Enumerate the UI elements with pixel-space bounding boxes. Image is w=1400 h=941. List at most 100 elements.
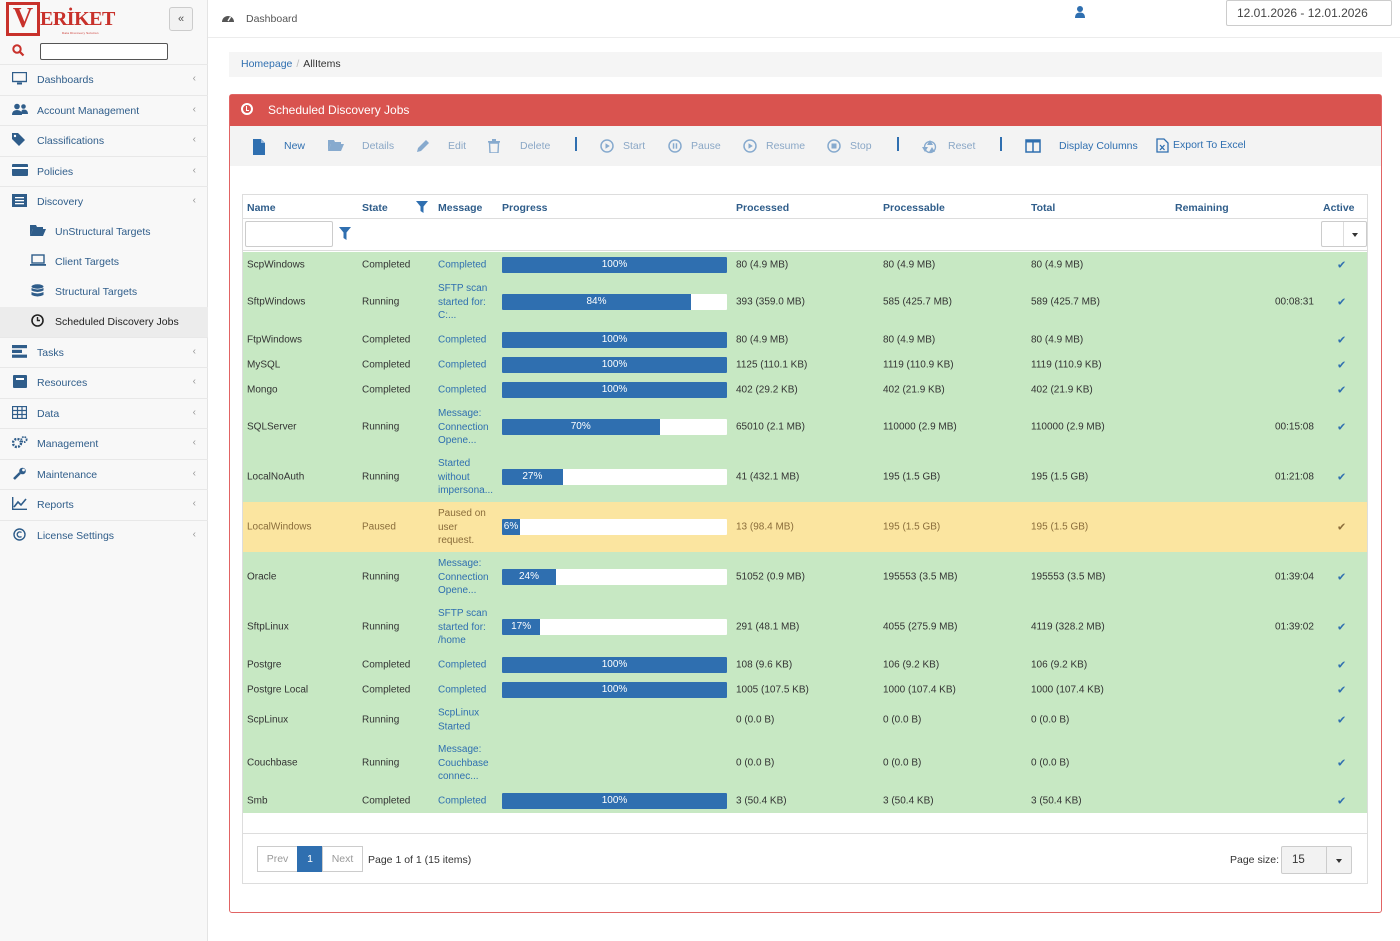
prev-page-button[interactable]: Prev (257, 846, 298, 872)
monitor-icon (11, 71, 28, 85)
sidebar-item-management[interactable]: Management ‹ (0, 428, 208, 459)
filter-icon[interactable] (339, 227, 351, 240)
active-filter-dropdown[interactable] (1321, 221, 1367, 247)
sidebar-item-label: Scheduled Discovery Jobs (55, 315, 179, 328)
cell-total: 0 (0.0 B) (1031, 714, 1070, 726)
tags-icon (12, 133, 27, 146)
sidebar-item-structural-targets[interactable]: Structural Targets (0, 277, 208, 307)
col-remaining[interactable]: Remaining (1175, 202, 1229, 214)
table-row[interactable]: SftpWindows Running 393 (359.0 MB) 585 (425… (243, 277, 1367, 327)
sidebar-search-input[interactable] (40, 43, 168, 60)
col-processable[interactable]: Processable (883, 202, 945, 214)
cell-message: Started without impersona... (438, 457, 500, 498)
cell-processable: 0 (0.0 B) (883, 714, 922, 726)
table-row[interactable]: SQLServer Running 65010 (2.1 MB) 110000 (2.… (243, 402, 1367, 452)
message-line: SFTP scan (438, 607, 488, 619)
cell-processed: 80 (4.9 MB) (736, 259, 789, 270)
cell-processable: 110000 (2.9 MB) (883, 421, 957, 433)
table-row[interactable]: Oracle Running 51052 (0.9 MB) 195553 (3.5 M… (243, 552, 1367, 602)
cell-state: Completed (362, 659, 411, 670)
next-page-button[interactable]: Next (322, 846, 363, 872)
tasks-icon (12, 344, 27, 358)
sidebar: V ERİKET Data Discovery Solution « Dashb… (0, 0, 208, 941)
col-processed[interactable]: Processed (736, 202, 790, 214)
clock-icon (30, 313, 45, 327)
cell-name: Smb (247, 795, 268, 806)
cell-total: 106 (9.2 KB) (1031, 659, 1088, 670)
cell-name: MySQL (247, 359, 281, 370)
col-active[interactable]: Active (1323, 202, 1355, 214)
table-row[interactable]: FtpWindows Completed 80 (4.9 MB) 80 (4.9 MB… (243, 327, 1367, 352)
progress-bar: 100% (502, 681, 727, 698)
progress-fill: 100% (502, 331, 727, 348)
recycle-icon (922, 139, 938, 154)
sidebar-item-unstructural-targets[interactable]: UnStructural Targets (0, 217, 208, 247)
progress-fill: 70% (502, 419, 660, 435)
sidebar-item-maintenance[interactable]: Maintenance ‹ (0, 458, 208, 490)
sidebar-item-dashboards[interactable]: Dashboards ‹ (0, 64, 208, 95)
table-row[interactable]: MySQL Completed 1125 (110.1 KB) 1119 (110.9… (243, 352, 1367, 377)
sidebar-item-reports[interactable]: Reports ‹ (0, 489, 208, 520)
date-range-picker[interactable]: 12.01.2026 - 12.01.2026 (1226, 0, 1392, 26)
cell-message: SFTP scan started for: C:... (438, 282, 500, 323)
cell-state: Completed (362, 334, 411, 345)
name-filter-input[interactable] (245, 221, 333, 247)
col-state[interactable]: State (362, 202, 388, 214)
table-row[interactable]: ScpLinux Running 0 (0.0 B) 0 (0.0 B) 0 (0.0 … (243, 702, 1367, 738)
table-row[interactable]: LocalNoAuth Running 41 (432.1 MB) 195 (1.5 … (243, 452, 1367, 502)
table-row[interactable]: Smb Completed 3 (50.4 KB) 3 (50.4 KB) 3 (50.… (243, 788, 1367, 813)
sidebar-item-discovery[interactable]: Discovery ‹ (0, 186, 208, 217)
caret-down-icon (1336, 859, 1342, 863)
progress-fill: 27% (502, 469, 563, 485)
sidebar-item-client-targets[interactable]: Client Targets (0, 247, 208, 277)
toolbar-separator (897, 137, 899, 151)
page-size-select[interactable]: 15 (1281, 846, 1352, 874)
check-icon: ✔ (1337, 684, 1347, 696)
chevron-left-icon: ‹ (192, 73, 196, 84)
table-row[interactable]: ScpWindows Completed 80 (4.9 MB) 80 (4.9 MB… (243, 252, 1367, 277)
col-progress[interactable]: Progress (502, 202, 548, 214)
sidebar-item-data[interactable]: Data ‹ (0, 397, 208, 429)
cell-name: Oracle (247, 571, 277, 583)
table-row[interactable]: SftpLinux Running 291 (48.1 MB) 4055 (275.9… (243, 602, 1367, 652)
veriket-logo[interactable]: V ERİKET Data Discovery Solution (6, 2, 116, 38)
progress-fill: 100% (502, 356, 727, 373)
sidebar-item-license-settings[interactable]: License Settings ‹ (0, 519, 208, 551)
sidebar-item-tasks[interactable]: Tasks ‹ (0, 336, 208, 368)
cell-processed: 80 (4.9 MB) (736, 334, 789, 345)
col-total[interactable]: Total (1031, 202, 1056, 214)
progress-fill: 100% (502, 656, 727, 673)
table-row[interactable]: Postgre Completed 108 (9.6 KB) 106 (9.2 KB)… (243, 652, 1367, 677)
table-row[interactable]: Postgre Local Completed 1005 (107.5 KB) 100… (243, 677, 1367, 702)
sidebar-item-classifications[interactable]: Classifications ‹ (0, 125, 208, 156)
sidebar-item-label: Data (37, 407, 60, 420)
cell-processable: 1000 (107.4 KB) (883, 684, 956, 695)
breadcrumb: Homepage / AllItems (229, 52, 1382, 77)
cell-processed: 291 (48.1 MB) (736, 621, 800, 633)
filter-icon[interactable] (416, 201, 428, 213)
cell-state: Running (362, 714, 400, 726)
table-row[interactable]: Mongo Completed 402 (29.2 KB) 402 (21.9 KB)… (243, 377, 1367, 402)
sidebar-item-policies[interactable]: Policies ‹ (0, 155, 208, 187)
col-message[interactable]: Message (438, 202, 483, 214)
collapse-sidebar-button[interactable]: « (169, 7, 193, 31)
sidebar-item-account-management[interactable]: Account Management ‹ (0, 94, 208, 126)
breadcrumb-current: AllItems (303, 58, 341, 70)
trash-icon (488, 139, 504, 154)
user-icon[interactable] (1073, 5, 1087, 19)
sidebar-item-resources[interactable]: Resources ‹ (0, 367, 208, 398)
cell-processed: 65010 (2.1 MB) (736, 421, 805, 433)
sidebar-item-scheduled-discovery-jobs[interactable]: Scheduled Discovery Jobs (0, 306, 208, 337)
check-icon: ✔ (1337, 521, 1347, 534)
page-1-button[interactable]: 1 (297, 846, 323, 872)
cell-state: Completed (362, 384, 411, 395)
check-icon: ✔ (1337, 571, 1347, 584)
message-line: Completed (438, 658, 487, 670)
table-row[interactable]: LocalWindows Paused 13 (98.4 MB) 195 (1.5 G… (243, 502, 1367, 552)
message-line: SFTP scan (438, 282, 488, 294)
col-name[interactable]: Name (247, 202, 276, 214)
breadcrumb-homepage[interactable]: Homepage (241, 58, 293, 70)
cell-message: Completed (438, 258, 500, 272)
cell-remaining: 01:21:08 (1275, 471, 1314, 483)
table-row[interactable]: Couchbase Running 0 (0.0 B) 0 (0.0 B) 0 (0.0… (243, 738, 1367, 788)
